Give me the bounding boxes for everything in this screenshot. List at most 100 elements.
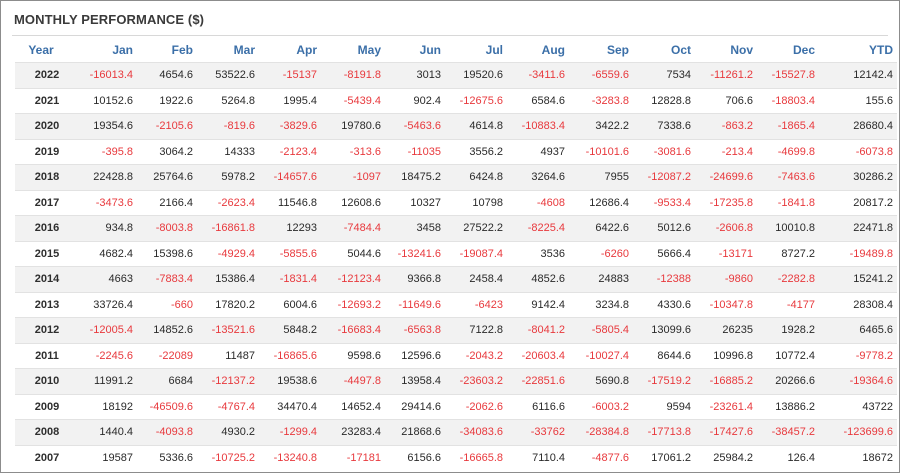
month-value-cell: -13521.6 [197, 317, 259, 343]
month-value-cell: 5264.8 [197, 87, 259, 114]
month-value-cell: -3411.6 [507, 62, 569, 88]
month-value-cell: -4767.4 [197, 393, 259, 420]
month-value-cell: 6584.6 [507, 87, 569, 114]
month-value-cell: -10347.8 [695, 291, 757, 318]
month-value-cell: 10996.8 [695, 342, 757, 369]
month-value-cell: -12087.2 [633, 164, 695, 190]
month-value-cell: 21868.6 [385, 419, 445, 445]
month-value-cell: 5666.4 [633, 240, 695, 267]
month-value-cell: -6003.2 [569, 393, 633, 420]
month-value-cell: -1097 [321, 164, 385, 190]
month-value-cell: 9598.6 [321, 342, 385, 369]
month-value-cell: 3556.2 [445, 138, 507, 165]
month-value-cell: -22089 [137, 342, 197, 369]
month-value-cell: 4852.6 [507, 266, 569, 292]
month-value-cell: -1865.4 [757, 113, 819, 139]
month-value-cell: -38457.2 [757, 419, 819, 445]
title-divider [12, 35, 888, 36]
month-value-cell: 14852.6 [137, 317, 197, 343]
month-value-cell: -28384.8 [569, 419, 633, 445]
year-cell: 2009 [15, 393, 67, 420]
year-cell: 2013 [15, 291, 67, 318]
column-header-jul: Jul [445, 38, 507, 63]
month-value-cell: -11649.6 [385, 291, 445, 318]
month-value-cell: -20603.4 [507, 342, 569, 369]
ytd-cell: 28680.4 [819, 113, 897, 139]
month-value-cell: -6563.8 [385, 317, 445, 343]
month-value-cell: 5848.2 [259, 317, 321, 343]
month-value-cell: 13886.2 [757, 393, 819, 420]
month-value-cell: -819.6 [197, 113, 259, 139]
month-value-cell: -6559.6 [569, 62, 633, 88]
month-value-cell: -15137 [259, 62, 321, 88]
column-header-sep: Sep [569, 38, 633, 63]
column-header-may: May [321, 38, 385, 63]
table-row: 2010 11991.2 6684 -12137.2 19538.6 -4497.8 139… [15, 368, 897, 394]
month-value-cell: -5439.4 [321, 87, 385, 114]
column-header-dec: Dec [757, 38, 819, 63]
month-value-cell: 22428.8 [67, 164, 137, 190]
year-cell: 2012 [15, 317, 67, 343]
month-value-cell: 3064.2 [137, 138, 197, 165]
month-value-cell: -2043.2 [445, 342, 507, 369]
month-value-cell: 9594 [633, 393, 695, 420]
year-cell: 2011 [15, 342, 67, 369]
month-value-cell: 5044.6 [321, 240, 385, 267]
month-value-cell: 6116.6 [507, 393, 569, 420]
month-value-cell: 2166.4 [137, 189, 197, 216]
month-value-cell: -17235.8 [695, 189, 757, 216]
month-value-cell: -17427.6 [695, 419, 757, 445]
ytd-cell: 15241.2 [819, 266, 897, 292]
month-value-cell: -46509.6 [137, 393, 197, 420]
month-value-cell: -9860 [695, 266, 757, 292]
month-value-cell: 11991.2 [67, 368, 137, 394]
table-row: 2016 934.8 -8003.8 -16861.8 12293 -7484.4 3458… [15, 215, 897, 241]
ytd-cell: -6073.8 [819, 138, 897, 165]
year-cell: 2010 [15, 368, 67, 394]
month-value-cell: 7338.6 [633, 113, 695, 139]
month-value-cell: 12608.6 [321, 189, 385, 216]
ytd-cell: 22471.8 [819, 215, 897, 241]
month-value-cell: 6424.8 [445, 164, 507, 190]
month-value-cell: 29414.6 [385, 393, 445, 420]
table-row: 2020 19354.6 -2105.6 -819.6 -3829.6 19780.6 -5… [15, 113, 897, 139]
month-value-cell: 12293 [259, 215, 321, 241]
month-value-cell: 15398.6 [137, 240, 197, 267]
month-value-cell: 24883 [569, 266, 633, 292]
month-value-cell: 11546.8 [259, 189, 321, 216]
month-value-cell: 4330.6 [633, 291, 695, 318]
month-value-cell: 5012.6 [633, 215, 695, 241]
month-value-cell: 19587 [67, 444, 137, 470]
month-value-cell: 5978.2 [197, 164, 259, 190]
month-value-cell: 6422.6 [569, 215, 633, 241]
month-value-cell: 12686.4 [569, 189, 633, 216]
month-value-cell: 13099.6 [633, 317, 695, 343]
month-value-cell: -1831.4 [259, 266, 321, 292]
month-value-cell: 17820.2 [197, 291, 259, 318]
month-value-cell: 27522.2 [445, 215, 507, 241]
month-value-cell: 1440.4 [67, 419, 137, 445]
table-row: 2021 10152.6 1922.6 5264.8 1995.4 -5439.4 902.… [15, 87, 897, 114]
ytd-cell: -123699.6 [819, 419, 897, 445]
month-value-cell: 3422.2 [569, 113, 633, 139]
column-header-nov: Nov [695, 38, 757, 63]
month-value-cell: 19538.6 [259, 368, 321, 394]
year-cell: 2022 [15, 62, 67, 88]
month-value-cell: 4663 [67, 266, 137, 292]
month-value-cell: 34470.4 [259, 393, 321, 420]
month-value-cell: 3458 [385, 215, 445, 241]
month-value-cell: 126.4 [757, 444, 819, 470]
column-header-oct: Oct [633, 38, 695, 63]
month-value-cell: 934.8 [67, 215, 137, 241]
month-value-cell: -5805.4 [569, 317, 633, 343]
month-value-cell: -13240.8 [259, 444, 321, 470]
month-value-cell: -4497.8 [321, 368, 385, 394]
month-value-cell: -14657.6 [259, 164, 321, 190]
month-value-cell: 15386.4 [197, 266, 259, 292]
month-value-cell: -19087.4 [445, 240, 507, 267]
month-value-cell: 3234.8 [569, 291, 633, 318]
column-header-jun: Jun [385, 38, 445, 63]
month-value-cell: 6684 [137, 368, 197, 394]
ytd-cell: 30286.2 [819, 164, 897, 190]
